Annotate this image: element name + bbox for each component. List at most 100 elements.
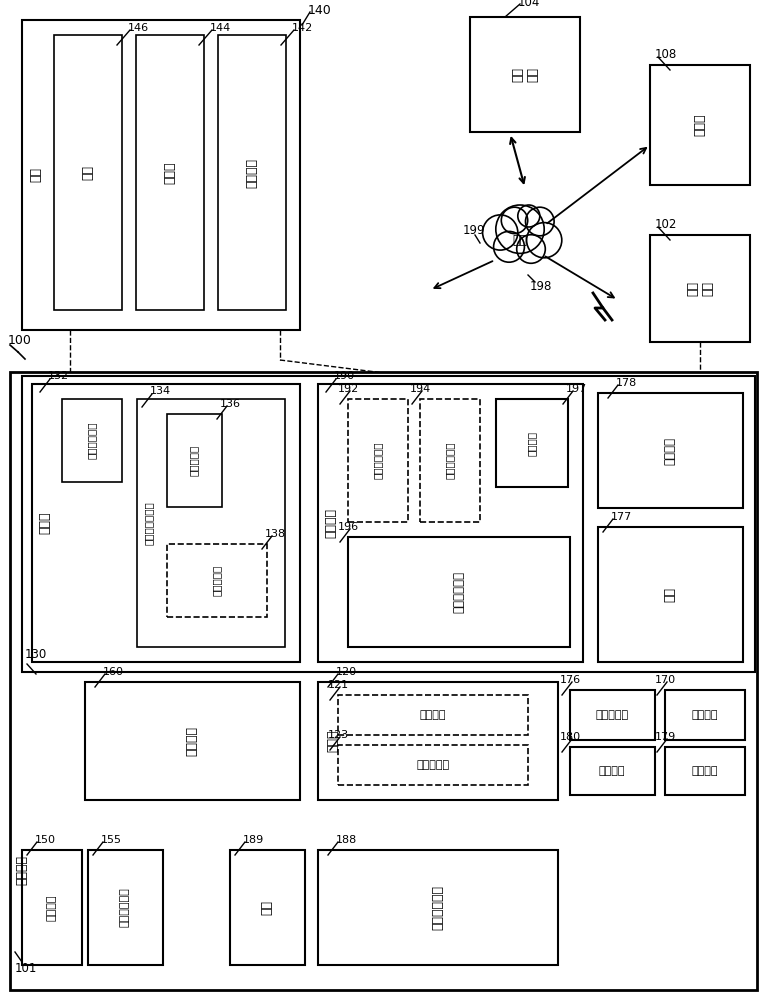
Text: 146: 146 bbox=[128, 23, 149, 33]
Bar bbox=[22, 20, 300, 330]
Bar bbox=[598, 393, 743, 508]
Text: 130: 130 bbox=[25, 648, 48, 660]
Text: 189: 189 bbox=[243, 835, 265, 845]
Text: 136: 136 bbox=[220, 399, 241, 409]
Text: 100: 100 bbox=[8, 334, 32, 347]
Text: 辅助处理器: 辅助处理器 bbox=[416, 760, 449, 770]
Text: 程序: 程序 bbox=[29, 167, 42, 182]
Bar bbox=[167, 544, 267, 617]
Text: 中间件: 中间件 bbox=[163, 161, 176, 184]
Text: 电源管理模块: 电源管理模块 bbox=[432, 885, 445, 930]
Text: 处理器: 处理器 bbox=[327, 730, 340, 752]
Bar bbox=[338, 695, 528, 735]
Text: 触觉模块: 触觉模块 bbox=[692, 766, 718, 776]
Bar bbox=[348, 399, 408, 522]
Text: 102: 102 bbox=[655, 219, 677, 232]
Bar bbox=[318, 682, 558, 800]
Circle shape bbox=[527, 223, 561, 258]
Bar bbox=[650, 235, 750, 342]
Circle shape bbox=[517, 235, 545, 263]
Text: 传感器模块: 传感器模块 bbox=[595, 710, 629, 720]
Bar bbox=[598, 527, 743, 662]
Text: 非易失性存储器: 非易失性存储器 bbox=[144, 501, 154, 545]
Text: 196: 196 bbox=[338, 522, 359, 532]
Bar bbox=[496, 399, 568, 487]
Text: 有线通信模块: 有线通信模块 bbox=[445, 442, 455, 479]
Text: 电子
设备: 电子 设备 bbox=[511, 68, 539, 83]
Text: 主处理器: 主处理器 bbox=[420, 710, 446, 720]
Bar bbox=[137, 399, 285, 647]
Text: 197: 197 bbox=[566, 384, 588, 394]
Text: 160: 160 bbox=[103, 667, 124, 677]
Bar bbox=[218, 35, 286, 310]
Text: 通信模块: 通信模块 bbox=[324, 508, 337, 538]
Bar bbox=[650, 65, 750, 185]
Text: 内部存储器: 内部存储器 bbox=[189, 445, 199, 476]
Text: 179: 179 bbox=[655, 732, 676, 742]
Text: 177: 177 bbox=[611, 512, 632, 522]
Text: 存储器: 存储器 bbox=[38, 512, 51, 534]
Text: 190: 190 bbox=[334, 371, 355, 381]
Circle shape bbox=[502, 207, 528, 234]
Bar bbox=[470, 17, 580, 132]
Text: 150: 150 bbox=[35, 835, 56, 845]
Text: 外部存储器: 外部存储器 bbox=[212, 565, 222, 596]
Text: 134: 134 bbox=[150, 386, 171, 396]
Text: 178: 178 bbox=[616, 378, 637, 388]
Bar bbox=[22, 376, 755, 672]
Text: 132: 132 bbox=[48, 371, 69, 381]
Text: 无线通信模块: 无线通信模块 bbox=[373, 442, 383, 479]
Bar bbox=[230, 850, 305, 965]
Text: 170: 170 bbox=[655, 675, 676, 685]
Text: 155: 155 bbox=[101, 835, 122, 845]
Bar bbox=[62, 399, 122, 482]
Text: 电子设备: 电子设备 bbox=[15, 855, 28, 885]
Text: 104: 104 bbox=[518, 0, 541, 8]
Text: 显示设备: 显示设备 bbox=[186, 726, 199, 756]
Text: 101: 101 bbox=[15, 962, 38, 974]
Bar bbox=[338, 745, 528, 785]
Text: 连接端子: 连接端子 bbox=[663, 437, 676, 465]
Circle shape bbox=[525, 207, 554, 236]
Bar bbox=[348, 537, 570, 647]
Text: 120: 120 bbox=[336, 667, 357, 677]
Text: 音频模块: 音频模块 bbox=[692, 710, 718, 720]
Text: 网络: 网络 bbox=[512, 233, 528, 246]
Text: 188: 188 bbox=[336, 835, 357, 845]
Text: 140: 140 bbox=[308, 3, 332, 16]
Text: 138: 138 bbox=[265, 529, 286, 539]
Text: 输入设备: 输入设备 bbox=[47, 894, 57, 921]
Bar bbox=[318, 850, 558, 965]
Bar bbox=[85, 682, 300, 800]
Bar bbox=[318, 384, 583, 662]
Bar bbox=[665, 747, 745, 795]
Text: 108: 108 bbox=[655, 48, 677, 62]
Bar bbox=[420, 399, 480, 522]
Text: 接口: 接口 bbox=[663, 587, 676, 602]
Bar bbox=[22, 850, 82, 965]
Bar bbox=[136, 35, 204, 310]
Text: 199: 199 bbox=[463, 224, 486, 236]
Text: 操作系统: 操作系统 bbox=[245, 157, 258, 188]
Bar bbox=[570, 690, 655, 740]
Bar bbox=[32, 384, 300, 662]
Bar bbox=[10, 372, 757, 990]
Text: 应用: 应用 bbox=[81, 165, 94, 180]
Text: 电子
设备: 电子 设备 bbox=[686, 282, 714, 296]
Bar bbox=[54, 35, 122, 310]
Text: 易失性存储器: 易失性存储器 bbox=[87, 422, 97, 459]
Circle shape bbox=[494, 231, 525, 262]
Text: 用户识别模块: 用户识别模块 bbox=[453, 571, 466, 613]
Text: 123: 123 bbox=[328, 730, 349, 740]
Text: 194: 194 bbox=[410, 384, 431, 394]
Text: 121: 121 bbox=[328, 680, 349, 690]
Text: 192: 192 bbox=[338, 384, 359, 394]
Text: 176: 176 bbox=[560, 675, 581, 685]
Text: 142: 142 bbox=[292, 23, 313, 33]
Circle shape bbox=[495, 205, 545, 253]
Text: 电池: 电池 bbox=[261, 900, 274, 915]
Circle shape bbox=[482, 215, 518, 250]
Bar bbox=[88, 850, 163, 965]
Bar bbox=[167, 414, 222, 507]
Text: 天线模块: 天线模块 bbox=[527, 430, 537, 456]
